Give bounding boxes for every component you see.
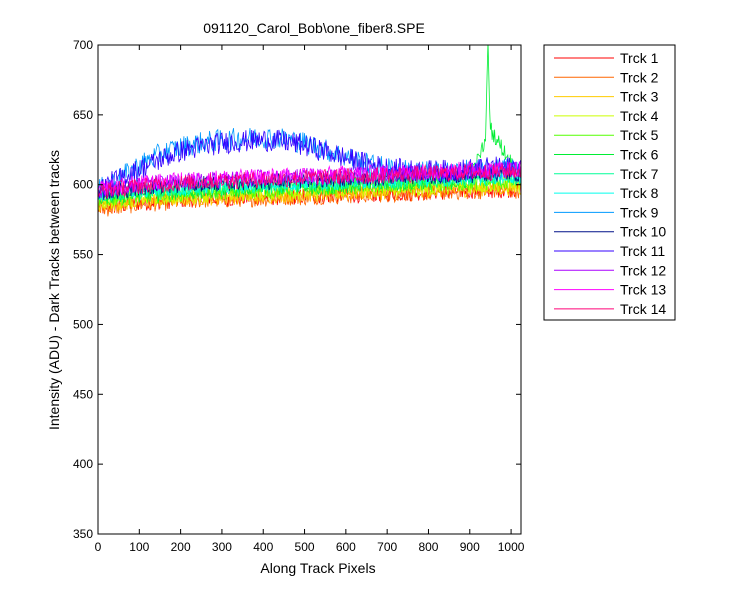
y-tick-label: 350 xyxy=(73,527,93,541)
legend: Trck 1 Trck 2 Trck 3 Trck 4 Trck 5 Trck 6 Trck… xyxy=(543,44,676,321)
y-tick-label: 700 xyxy=(73,38,93,52)
x-tick-label: 300 xyxy=(212,540,232,554)
y-tick-label: 500 xyxy=(73,317,93,331)
legend-label: Trck 7 xyxy=(620,166,659,182)
y-tick-label: 600 xyxy=(73,178,93,192)
legend-label: Trck 2 xyxy=(620,69,659,85)
legend-label: Trck 3 xyxy=(620,89,659,105)
y-axis-label: Intensity (ADU) - Dark Tracks between tr… xyxy=(46,150,62,430)
legend-label: Trck 14 xyxy=(620,301,666,317)
legend-label: Trck 1 xyxy=(620,50,659,66)
x-tick-label: 900 xyxy=(460,540,480,554)
x-tick-label: 600 xyxy=(336,540,356,554)
legend-label: Trck 6 xyxy=(620,147,659,163)
y-tick-label: 450 xyxy=(73,387,93,401)
x-tick-label: 800 xyxy=(418,540,438,554)
x-tick-label: 0 xyxy=(95,540,102,554)
legend-label: Trck 10 xyxy=(620,224,666,240)
legend-label: Trck 9 xyxy=(620,204,659,220)
plot-frame xyxy=(97,44,522,535)
x-tick-label: 200 xyxy=(171,540,191,554)
x-tick-label: 700 xyxy=(377,540,397,554)
legend-label: Trck 11 xyxy=(620,243,665,259)
y-tick-label: 650 xyxy=(73,108,93,122)
y-tick-label: 550 xyxy=(73,248,93,262)
x-axis: 0 100 200 300 400 500 600 700 800 900 1000 xyxy=(95,45,525,554)
y-axis: 350 400 450 500 550 600 650 700 xyxy=(73,38,521,541)
legend-label: Trck 5 xyxy=(620,127,659,143)
x-tick-label: 100 xyxy=(129,540,149,554)
series-line xyxy=(98,163,521,199)
legend-label: Trck 12 xyxy=(620,262,666,278)
legend-label: Trck 13 xyxy=(620,282,666,298)
legend-box xyxy=(543,44,676,321)
x-tick-label: 400 xyxy=(253,540,273,554)
x-axis-label: Along Track Pixels xyxy=(260,560,375,576)
legend-items: Trck 1 Trck 2 Trck 3 Trck 4 Trck 5 Trck 6 Trck… xyxy=(554,50,666,317)
legend-label: Trck 8 xyxy=(620,185,659,201)
x-tick-label: 1000 xyxy=(498,540,525,554)
y-tick-label: 400 xyxy=(73,457,93,471)
series-layer xyxy=(98,45,521,217)
legend-label: Trck 4 xyxy=(620,108,659,124)
x-tick-label: 500 xyxy=(295,540,315,554)
chart-title: 091120_Carol_Bob\one_fiber8.SPE xyxy=(203,20,425,36)
